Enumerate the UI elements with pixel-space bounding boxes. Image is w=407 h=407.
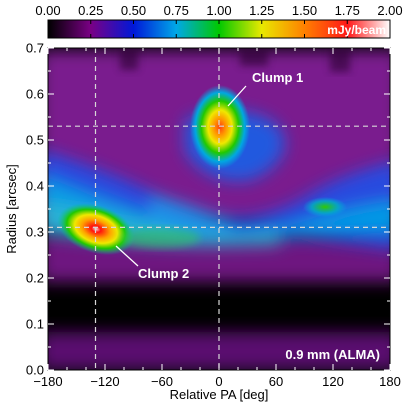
- x-axis-title: Relative PA [deg]: [170, 387, 269, 402]
- annotations: Clump 1 Clump 2 0.9 mm (ALMA): [115, 70, 380, 362]
- colorbar-tick-label: 2.00: [377, 3, 402, 18]
- x-tick-label: 0: [215, 374, 222, 389]
- clump-1-emission: [190, 85, 250, 169]
- x-tick-label: 120: [322, 374, 344, 389]
- y-tick-label: 0.3: [26, 225, 44, 240]
- x-tick-label: −60: [151, 374, 173, 389]
- colorbar-tick-label: 1.00: [206, 3, 231, 18]
- colorbar: 0.00 0.25 0.50 0.75 1.00 1.25 1.50 1.75 2.00 mJy…: [35, 3, 403, 39]
- clump-2-pointer: [115, 245, 139, 267]
- y-axis: 0.0 0.1 0.2 0.3 0.4 0.5 0.6 0.7: [26, 41, 390, 378]
- x-tick-label: −120: [90, 374, 119, 389]
- x-tick-label: −180: [33, 374, 62, 389]
- y-tick-label: 0.6: [26, 87, 44, 102]
- x-axis: −180 −120 −60 0 60 120 180: [33, 48, 401, 389]
- x-tick-label: 60: [269, 374, 283, 389]
- y-tick-label: 0.4: [26, 179, 44, 194]
- heatmap-image: [48, 48, 390, 370]
- colorbar-gradient: [48, 20, 390, 38]
- clump-2-label: Clump 2: [138, 266, 189, 281]
- colorbar-tick-label: 0.25: [78, 3, 103, 18]
- wavelength-label: 0.9 mm (ALMA): [285, 347, 380, 362]
- colorbar-tick-label: 0.75: [164, 3, 189, 18]
- green-blob: [303, 197, 347, 217]
- colorbar-tick-labels: 0.00 0.25 0.50 0.75 1.00 1.25 1.50 1.75 2.00: [35, 3, 402, 18]
- dark-streaks: [120, 48, 350, 72]
- y-tick-label: 0.2: [26, 271, 44, 286]
- colorbar-tick-label: 0.00: [35, 3, 60, 18]
- y-tick-label: 0.7: [26, 41, 44, 56]
- colorbar-tick-label: 1.25: [249, 3, 274, 18]
- y-tick-label: 0.1: [26, 317, 44, 332]
- colorbar-tick-label: 0.50: [121, 3, 146, 18]
- reference-lines: [48, 48, 390, 370]
- colorbar-unit-label: mJy/beam: [327, 23, 386, 37]
- colorbar-tick-label: 1.50: [292, 3, 317, 18]
- colorbar-tick-label: 1.75: [335, 3, 360, 18]
- clump-2-tail: [120, 228, 200, 248]
- clump-1-label: Clump 1: [252, 70, 303, 85]
- y-tick-label: 0.0: [26, 363, 44, 378]
- y-tick-label: 0.5: [26, 133, 44, 148]
- y-axis-title: Radius [arcsec]: [4, 164, 19, 254]
- x-tick-label: 180: [379, 374, 401, 389]
- clump-1-pointer: [227, 85, 247, 107]
- colorbar-ticks: [47, 20, 391, 38]
